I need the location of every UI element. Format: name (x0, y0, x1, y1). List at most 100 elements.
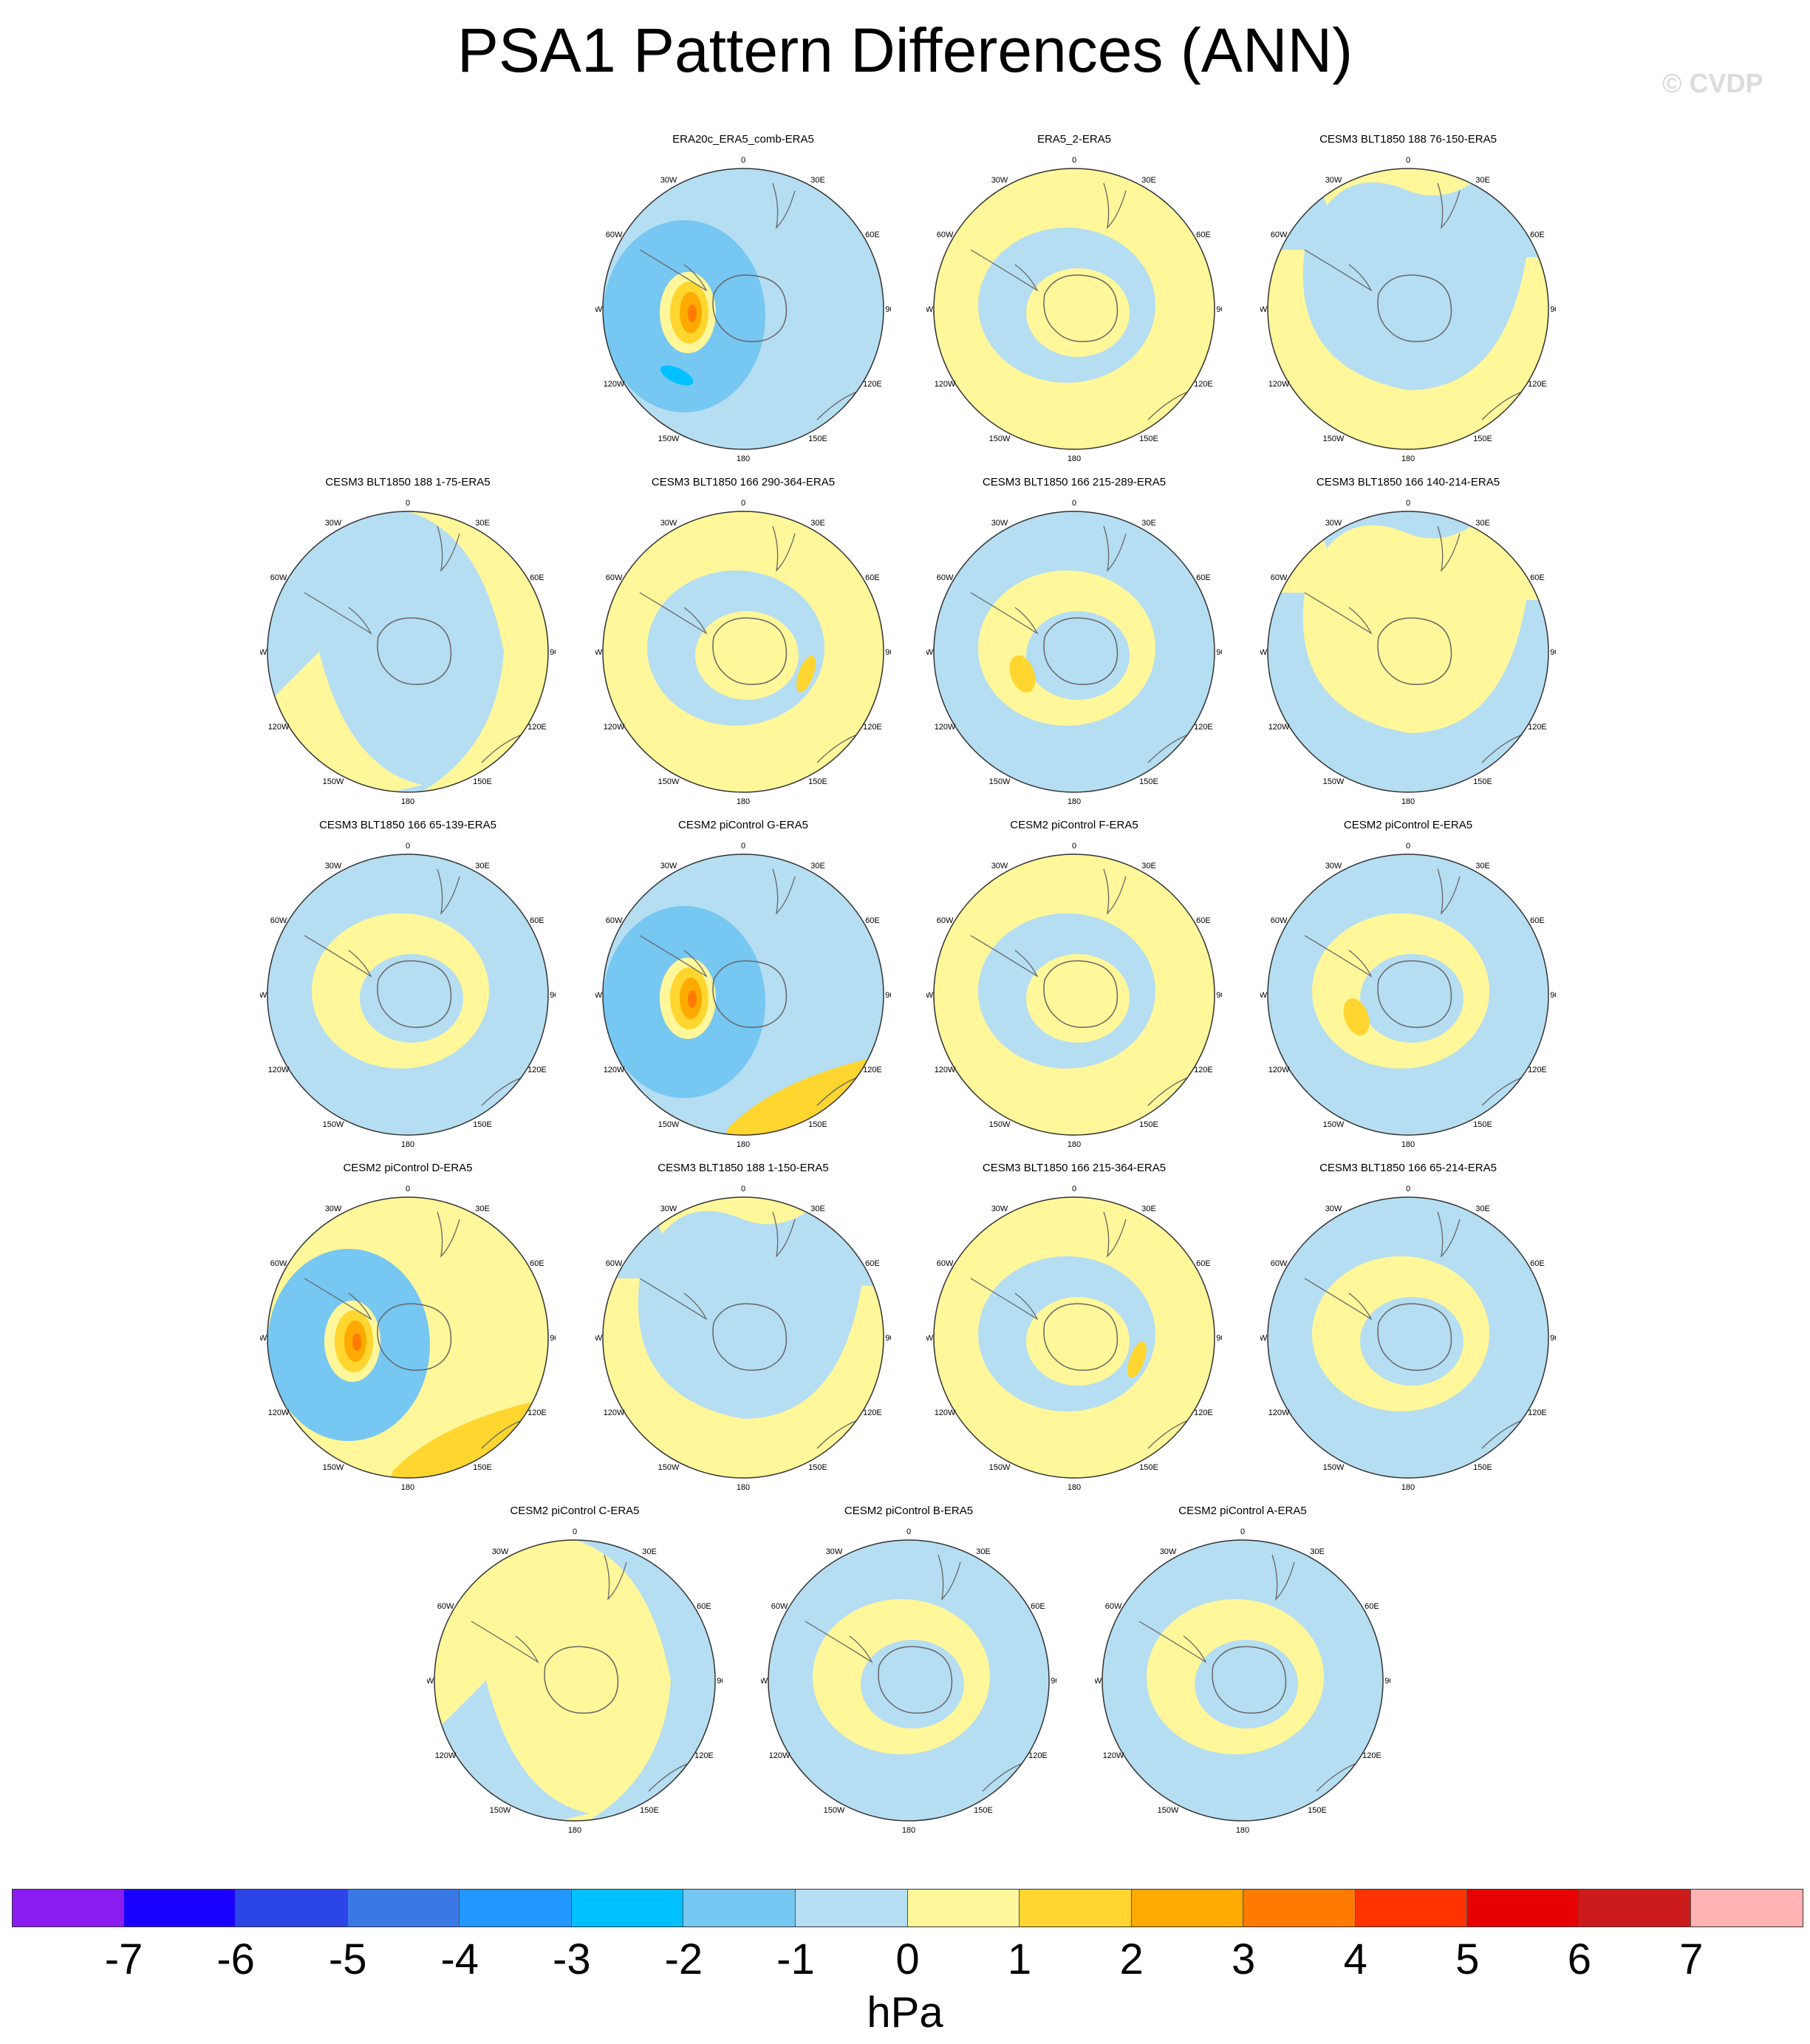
longitude-label: 60W (1271, 916, 1288, 925)
longitude-label: 60E (1196, 916, 1211, 925)
longitude-label: 90W (761, 1677, 768, 1686)
longitude-label: 150W (824, 1806, 845, 1815)
longitude-label: 120E (863, 723, 882, 732)
longitude-label: 120W (268, 723, 290, 732)
longitude-label: 90W (1260, 991, 1268, 1000)
longitude-label: 150E (808, 777, 827, 786)
map-border (602, 511, 884, 793)
polar-map: 0 30E 60E 90E 120E 150E 180 150W 120W 90W 60W 30W (926, 842, 1222, 1149)
longitude-label: 90W (926, 305, 934, 314)
longitude-label: 30W (826, 1547, 843, 1556)
colorbar-tick-label: -3 (553, 1935, 591, 1983)
longitude-label: 60E (865, 573, 880, 582)
colorbar-tick-label: -1 (776, 1935, 815, 1983)
longitude-label: 0 (741, 1185, 745, 1193)
longitude-label: 180 (902, 1826, 915, 1835)
longitude-label: 150E (1473, 777, 1492, 786)
longitude-label: 90W (926, 991, 934, 1000)
longitude-label: 150E (1139, 1120, 1158, 1129)
map-border (933, 854, 1215, 1136)
map-panel: ERA20c_ERA5_comb-ERA5 0 30E 60E 90E 120E 150E 1… (595, 133, 891, 480)
map-border (602, 1196, 884, 1479)
longitude-label: 90E (1216, 1334, 1222, 1343)
longitude-label: 150E (1473, 1120, 1492, 1129)
south-america-coastline (970, 1278, 1039, 1321)
map-border (1102, 1539, 1384, 1822)
longitude-label: 120W (935, 380, 956, 389)
africa-coastline (1103, 1211, 1127, 1258)
panel-title: CESM2 piControl A-ERA5 (1178, 1505, 1307, 1517)
longitude-label: 180 (1401, 454, 1415, 463)
longitude-label: 180 (1401, 797, 1415, 806)
map-panel: CESM2 piControl D-ERA5 0 30E 60E 90E 120E 150E… (260, 1162, 556, 1509)
longitude-label: 60W (937, 573, 954, 582)
panel-title: CESM2 piControl F-ERA5 (1010, 819, 1138, 831)
longitude-label: 120E (1528, 1408, 1547, 1417)
longitude-label: 60W (937, 916, 954, 925)
longitude-label: 60E (530, 916, 544, 925)
longitude-label: 60E (1365, 1602, 1379, 1611)
longitude-label: 60E (1530, 1259, 1545, 1268)
longitude-label: 150W (323, 777, 344, 786)
panel-title: CESM3 BLT1850 166 290-364-ERA5 (651, 476, 836, 488)
anomaly-ring-inner (1026, 611, 1130, 700)
longitude-label: 30W (325, 1205, 342, 1213)
longitude-label: 150W (989, 435, 1011, 443)
longitude-label: 90W (1260, 305, 1268, 314)
longitude-label: 30W (492, 1547, 509, 1556)
longitude-label: 150W (1323, 1463, 1345, 1472)
colorbar-swatch (1691, 1889, 1803, 1927)
anomaly-ring-inner (1360, 1297, 1464, 1386)
longitude-label: 150E (1139, 435, 1158, 443)
colorbar-swatch (1020, 1889, 1132, 1927)
longitude-label: 30E (810, 1205, 825, 1213)
longitude-label: 90W (260, 1334, 267, 1343)
polar-map: 0 30E 60E 90E 120E 150E 180 150W 120W 90W 60W 30W (260, 1185, 556, 1492)
longitude-label: 90W (595, 305, 603, 314)
longitude-label: 120E (527, 1066, 547, 1074)
antarctica-coastline (1043, 1303, 1119, 1371)
south-america-coastline (1304, 935, 1373, 978)
longitude-label: 60E (697, 1602, 711, 1611)
longitude-label: 30W (1325, 862, 1342, 871)
longitude-label: 150W (989, 1120, 1011, 1129)
south-america-coastline (639, 935, 708, 978)
small-positive-anomaly (1127, 1341, 1147, 1378)
map-border (434, 1539, 716, 1822)
longitude-label: 180 (737, 797, 750, 806)
positive-anomaly-core (352, 1333, 361, 1351)
south-america-coastline (970, 935, 1039, 978)
longitude-label: 90E (550, 991, 556, 1000)
antarctica-coastline (1212, 1646, 1287, 1714)
antarctica-coastline (377, 1303, 452, 1371)
longitude-label: 30E (810, 862, 825, 871)
panel-title: CESM2 piControl B-ERA5 (844, 1505, 974, 1517)
panel-title: CESM3 BLT1850 166 215-364-ERA5 (982, 1162, 1167, 1174)
longitude-label: 60E (1530, 573, 1545, 582)
longitude-label: 90E (1216, 991, 1222, 1000)
longitude-label: 90E (1550, 648, 1556, 657)
panel-title: ERA5_2-ERA5 (1037, 133, 1112, 146)
longitude-label: 0 (1406, 1185, 1410, 1193)
south-america-coastline (805, 1621, 873, 1663)
colorbar-tick-label: 7 (1679, 1935, 1704, 1983)
longitude-label: 90E (1051, 1677, 1056, 1686)
longitude-label: 60W (1271, 573, 1288, 582)
anomaly-ring-inner (1360, 954, 1464, 1043)
longitude-label: 120W (268, 1408, 290, 1417)
longitude-label: 120W (604, 380, 625, 389)
longitude-label: 30W (1325, 519, 1342, 528)
small-positive-anomaly (1009, 655, 1036, 693)
longitude-label: 60E (1530, 916, 1545, 925)
anomaly-arc-top (1305, 511, 1504, 548)
africa-coastline (437, 1211, 460, 1258)
south-america-coastline (304, 1278, 372, 1321)
anomaly-ring-inner (1195, 1640, 1298, 1728)
longitude-label: 120E (1194, 1408, 1213, 1417)
map-border (267, 511, 549, 793)
longitude-label: 60W (606, 916, 623, 925)
antarctica-coastline (878, 1646, 953, 1714)
longitude-label: 150W (323, 1463, 344, 1472)
longitude-label: 90W (427, 1677, 434, 1686)
longitude-label: 30W (1325, 176, 1342, 185)
